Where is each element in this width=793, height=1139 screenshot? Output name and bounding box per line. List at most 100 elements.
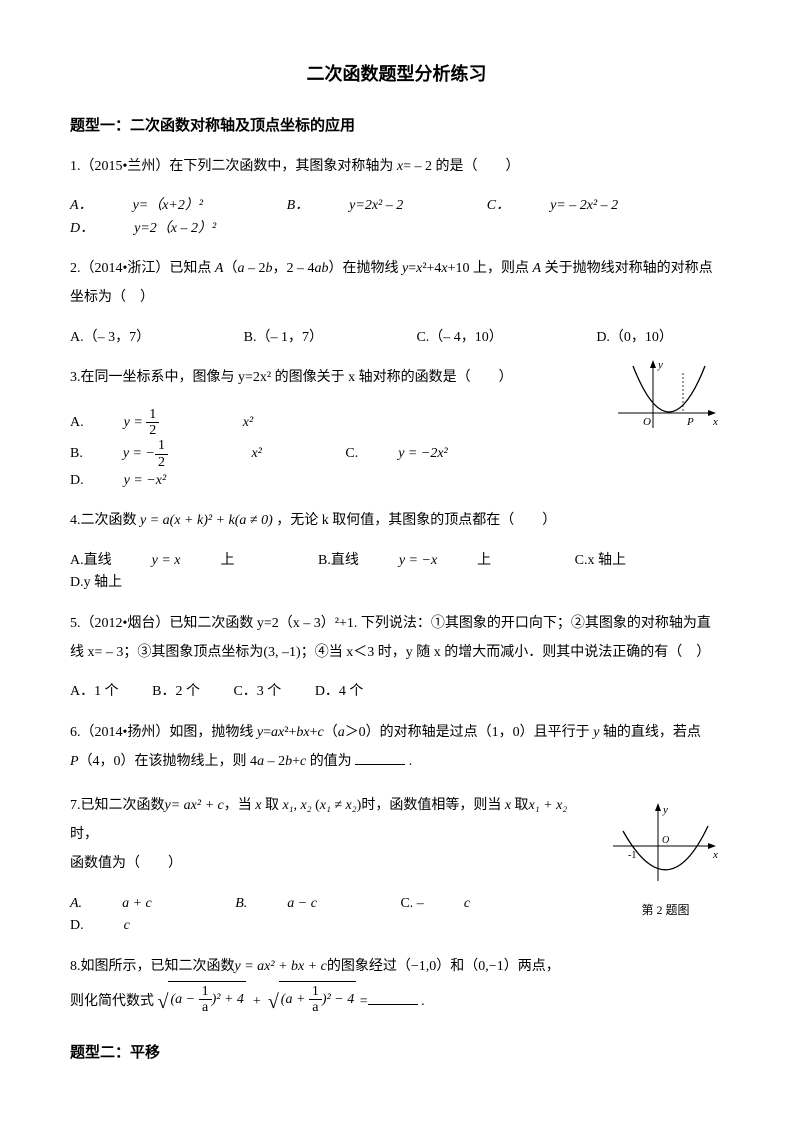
q2-tf: ²+4 bbox=[422, 261, 441, 276]
q4-a: A.直线 bbox=[70, 550, 112, 572]
q7-g-m1: -1 bbox=[628, 850, 636, 861]
q6-a3: a bbox=[257, 754, 264, 769]
q4-tb: ，无论 k 取何值，其图象的顶点都在（ ） bbox=[273, 513, 557, 528]
question-2: 2.（2014•浙江）已知点 A（a – 2b，2 – 4ab）在抛物线 y=x… bbox=[70, 254, 723, 313]
q7-x12: x₁, x₂ bbox=[282, 798, 311, 813]
q7-d-f: c bbox=[124, 915, 130, 937]
q8-eq: = bbox=[360, 994, 368, 1009]
q7-ta: 7.已知二次函数 bbox=[70, 798, 165, 813]
q3-graph-P: P bbox=[686, 416, 694, 428]
q7-graph: y x O -1 第 2 题图 bbox=[608, 801, 723, 921]
q7-tg: 时， bbox=[70, 827, 98, 842]
q4-formula: y = a(x + k)² + k(a ≠ 0) bbox=[140, 513, 273, 528]
q1-opt-d: y=2（x – 2）² bbox=[134, 218, 216, 240]
q7-rest: 时，函数值相等，则当 bbox=[361, 798, 505, 813]
q2-opt-c: C.（– 4，10） bbox=[416, 327, 502, 349]
q3-d-pre: D. bbox=[70, 470, 84, 492]
q7-neq: x₁ ≠ x₂ bbox=[320, 798, 357, 813]
q1-opt-c: y= – 2x² – 2 bbox=[550, 195, 618, 217]
q7-c-f: c bbox=[464, 893, 470, 915]
q7-f: y= ax² + c bbox=[165, 798, 224, 813]
question-5: 5.（2012•烟台）已知二次函数 y=2（x – 3）²+1. 下列说法：①其… bbox=[70, 609, 723, 668]
q8-sqrt-1: √(a − 1a)² + 4 bbox=[158, 981, 246, 1023]
q7-d-l: D. bbox=[70, 915, 84, 937]
q1-opt-a-label: A． bbox=[70, 195, 93, 217]
q6-l2a: （4，0）在该抛物线上，则 4 bbox=[79, 754, 258, 769]
q4-d: D.y 轴上 bbox=[70, 572, 122, 594]
q7-g-x: x bbox=[712, 849, 718, 861]
q8-ta: 8.如图所示，已知二次函数 bbox=[70, 959, 235, 974]
q7-g-y: y bbox=[662, 804, 668, 816]
q2-tg: +10 上，则点 bbox=[448, 261, 533, 276]
q4-asuf: 上 bbox=[221, 550, 235, 572]
q6-tf: 轴的直线，若点 bbox=[599, 725, 701, 740]
q5-a: A．1 个 bbox=[70, 681, 119, 703]
q6-tb: ²+ bbox=[284, 725, 296, 740]
question-4: 4.二次函数 y = a(x + k)² + k(a ≠ 0) ，无论 k 取何… bbox=[70, 506, 723, 535]
q1-text-a: 1.（2015•兰州）在下列二次函数中，其图象对称轴为 bbox=[70, 159, 397, 174]
q2-te: ）在抛物线 bbox=[328, 261, 402, 276]
q8-sqrt-2: √(a + 1a)² − 4 bbox=[268, 981, 356, 1023]
q2-opt-b: B.（– 1，7） bbox=[244, 327, 323, 349]
q3-a-pre: A. bbox=[70, 412, 84, 434]
q7-tf2: 取 bbox=[511, 798, 529, 813]
q6-l2b: – 2 bbox=[264, 754, 285, 769]
q5-l1: 5.（2012•烟台）已知二次函数 y=2（x – 3）²+1. 下列说法：①其… bbox=[70, 609, 723, 638]
q6-bx: bx bbox=[296, 725, 309, 740]
q2-tb: （ bbox=[223, 261, 237, 276]
q4-b: B.直线 bbox=[318, 550, 359, 572]
q6-y: y bbox=[257, 725, 263, 740]
q8-tb: 的图象经过（−1,0）和（0,−1）两点， bbox=[327, 959, 560, 974]
q6-a: ax bbox=[271, 725, 284, 740]
q3-b-f: y = −12 x² bbox=[123, 438, 262, 470]
q8-l2a: 则化简代数式 bbox=[70, 994, 154, 1009]
q7-l2: 函数值为（ ） bbox=[70, 856, 182, 871]
q2-opt-d: D.（0，10） bbox=[596, 327, 673, 349]
q2-A2: A bbox=[533, 261, 542, 276]
q7-c-l: C. – bbox=[400, 893, 423, 915]
q6-b2: b bbox=[285, 754, 292, 769]
q3-c-f: y = −2x² bbox=[398, 443, 448, 465]
q6-l2d: 的值为 bbox=[306, 754, 355, 769]
q7-td: ( bbox=[312, 798, 320, 813]
q8-dot: . bbox=[418, 994, 425, 1009]
q1-opt-b: y=2x² – 2 bbox=[349, 195, 403, 217]
q6-ta: 6.（2014•扬州）如图，抛物线 bbox=[70, 725, 257, 740]
q1-opt-b-label: B． bbox=[287, 195, 310, 217]
question-6: 6.（2014•扬州）如图，抛物线 y=ax²+bx+c（a＞0）的对称轴是过点… bbox=[70, 718, 723, 777]
q2-td: ，2 – 4 bbox=[272, 261, 314, 276]
question-3-row: 3.在同一坐标系中，图像与 y=2x² 的图像关于 x 轴对称的函数是（ ） A… bbox=[70, 363, 723, 492]
q6-td: （ bbox=[324, 725, 338, 740]
q7-g-O: O bbox=[662, 835, 669, 846]
q7-b-f: a − c bbox=[287, 893, 317, 915]
q3-graph-x-label: x bbox=[712, 416, 718, 428]
q4-ta: 4.二次函数 bbox=[70, 513, 140, 528]
q6-l2c: + bbox=[292, 754, 300, 769]
q7-tb: ，当 bbox=[224, 798, 256, 813]
q5-c: C．3 个 bbox=[233, 681, 281, 703]
q6-a2: a bbox=[338, 725, 345, 740]
q3-a-f: y = 12 x² bbox=[124, 407, 254, 439]
q2-opt-a: A.（– 3，7） bbox=[70, 327, 150, 349]
q6-P: P bbox=[70, 754, 79, 769]
q6-l2e: . bbox=[405, 754, 412, 769]
q5-d: D．4 个 bbox=[315, 681, 364, 703]
q7-a-f: a + c bbox=[122, 893, 152, 915]
q4-options: A.直线 y = x 上 B.直线 y = −x 上 C.x 轴上 D.y 轴上 bbox=[70, 550, 723, 595]
section-two-heading: 题型二：平移 bbox=[70, 1041, 723, 1065]
q3-c-pre: C. bbox=[345, 443, 358, 465]
q4-bsuf: 上 bbox=[477, 550, 491, 572]
q2-options: A.（– 3，7） B.（– 1，7） C.（– 4，10） D.（0，10） bbox=[70, 327, 723, 349]
q3-graph: y x O P bbox=[613, 358, 723, 446]
q4-c: C.x 轴上 bbox=[575, 550, 626, 572]
q8-blank[interactable] bbox=[368, 992, 418, 1005]
question-8: 8.如图所示，已知二次函数y = ax² + bx + c的图象经过（−1,0）… bbox=[70, 952, 723, 1023]
q7-b-l: B. bbox=[235, 893, 247, 915]
q3-graph-O: O bbox=[643, 416, 651, 428]
q6-te: ＞0）的对称轴是过点（1，0）且平行于 bbox=[345, 725, 594, 740]
q8-f: y = ax² + bx + c bbox=[235, 959, 327, 974]
q7-a-l: A. bbox=[70, 893, 82, 915]
q7-x1p2: x₁ + x₂ bbox=[529, 798, 568, 813]
q4-bf: y = −x bbox=[399, 550, 437, 572]
q6-blank[interactable] bbox=[355, 752, 405, 765]
